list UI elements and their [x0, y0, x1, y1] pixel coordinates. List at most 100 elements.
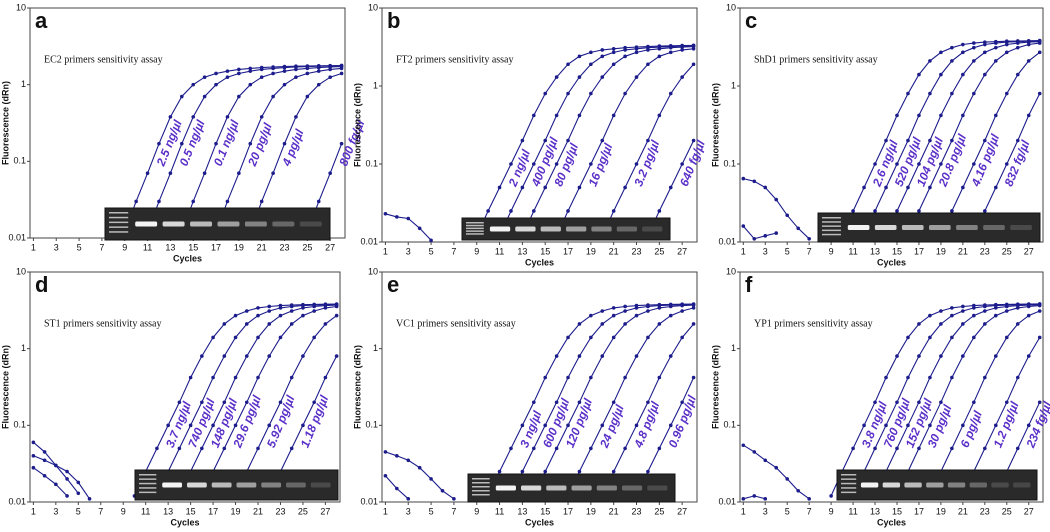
amplification-curve-point [917, 113, 921, 118]
amplification-curve-point [906, 423, 910, 428]
x-tick-label: 9 [829, 246, 834, 256]
y-tick-label: 1 [731, 80, 736, 90]
amplification-curve-point [278, 335, 283, 340]
amplification-curve-point [316, 199, 321, 204]
gel-ladder [822, 225, 841, 227]
amplification-curve-point [983, 72, 987, 77]
amplification-curve-point [543, 91, 548, 96]
x-tick-label: 7 [807, 246, 812, 256]
x-tick-label: 11 [143, 242, 152, 252]
amplification-curve-point [917, 322, 921, 326]
amplification-curve-point [873, 446, 877, 451]
amplification-curve-point [200, 400, 204, 405]
baseline-curve [33, 467, 68, 497]
amplification-curve-point [623, 304, 627, 309]
amplification-curve-point [520, 469, 525, 474]
gel-band [969, 482, 987, 488]
amplification-curve-point [611, 50, 616, 55]
amplification-curve-point [611, 209, 616, 213]
amplification-curve-point [554, 400, 559, 405]
gel-band [860, 482, 879, 488]
x-tick-label: 21 [257, 242, 267, 252]
amplification-curve-point [623, 54, 627, 59]
gel-band [642, 226, 663, 232]
baseline-curve-point [395, 486, 399, 491]
baseline-curve-point [752, 494, 757, 498]
baseline-curve [742, 225, 777, 240]
amplification-curve-point [486, 209, 490, 213]
x-tick-label: 25 [1002, 506, 1012, 516]
gel-band [211, 482, 232, 488]
gel-band [591, 226, 612, 232]
x-tick-label: 3 [406, 246, 411, 256]
x-tick-label: 19 [586, 506, 596, 516]
amplification-curve-point [895, 446, 899, 451]
amplification-curve-point [884, 138, 888, 143]
x-tick-label: 15 [188, 242, 198, 252]
baseline-curve-point [54, 463, 58, 468]
panel-label: d [35, 272, 48, 297]
amplification-curve-point [906, 335, 910, 340]
baseline-curve-point [31, 454, 36, 458]
amplification-curve-point [1037, 309, 1042, 313]
amplification-curve-point [166, 423, 170, 428]
amplification-curve-point [668, 45, 673, 50]
amplification-curve-point [862, 423, 866, 428]
x-tick-label: 25 [654, 246, 664, 256]
x-tick-label: 9 [829, 506, 834, 516]
x-tick-label: 7 [99, 242, 104, 252]
amplification-curve-point [211, 375, 215, 380]
amplification-curve-point [939, 322, 943, 326]
amplification-curve [235, 315, 337, 497]
baseline-curve-point [395, 215, 399, 219]
x-tick-label: 9 [122, 242, 127, 252]
y-tick-label: 0.01 [718, 496, 736, 506]
amplification-curve-point [961, 322, 965, 326]
gel-ladder [139, 474, 157, 476]
x-tick-label: 23 [275, 506, 285, 516]
baseline-curve-point [65, 477, 69, 481]
amplification-curve-point [305, 66, 310, 71]
x-axis-label: Cycles [173, 253, 202, 263]
gel-band [596, 485, 617, 491]
amplification-curve-point [983, 304, 987, 309]
amplification-curve-point [972, 41, 976, 45]
baseline-curve-point [42, 473, 47, 478]
amplification-curve-point [278, 313, 283, 318]
amplification-curve-point [950, 313, 954, 318]
panel-title: VC1 primers sensitivity assay [396, 318, 516, 329]
amplification-curve-point [1004, 400, 1009, 405]
gel-band [521, 485, 542, 491]
amplification-curve-point [1015, 446, 1020, 451]
amplification-curve-point [611, 113, 616, 118]
amplification-curve-point [623, 91, 627, 96]
amplification-curve-point [983, 322, 987, 326]
amplification-curve-point [589, 375, 593, 380]
panel-label: e [387, 272, 399, 297]
x-tick-label: 27 [1024, 506, 1034, 516]
gel-band [621, 485, 643, 491]
amplification-curve-point [600, 309, 605, 313]
amplification-curve-point [1026, 354, 1031, 358]
amplification-curve-point [895, 354, 899, 358]
amplification-curve-point [334, 354, 339, 358]
gel-ladder [822, 229, 841, 232]
amplification-curve-point [305, 94, 310, 99]
amplification-curve [476, 44, 694, 237]
amplification-curve-point [623, 185, 627, 190]
amplification-curve-point [1026, 59, 1031, 63]
amplification-curve-point [202, 171, 207, 176]
amplification-curve-point [928, 138, 932, 143]
amplification-curve-point [611, 46, 616, 51]
amplification-curve-point [1026, 113, 1031, 118]
amplification-curve-point [680, 162, 684, 166]
amplification-curve-point [950, 446, 954, 451]
baseline-curve-point [429, 238, 433, 243]
amplification-curve-point [328, 75, 332, 80]
amplification-curve-point [983, 375, 987, 380]
amplification-curve-point [983, 138, 987, 143]
amplification-curve-point [316, 65, 321, 70]
amplification-curve-point [339, 66, 344, 71]
baseline-curve-point [417, 465, 422, 470]
gel-band [566, 226, 587, 232]
